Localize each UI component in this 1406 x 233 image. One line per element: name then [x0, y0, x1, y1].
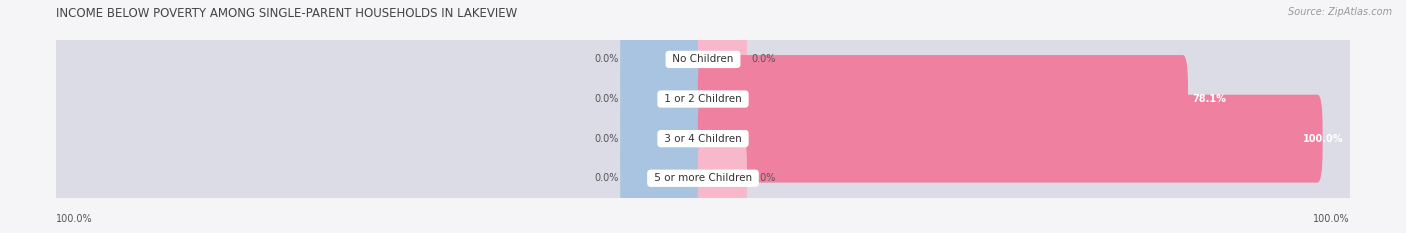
- FancyBboxPatch shape: [55, 55, 709, 143]
- FancyBboxPatch shape: [620, 15, 709, 103]
- Text: 5 or more Children: 5 or more Children: [651, 173, 755, 183]
- FancyBboxPatch shape: [55, 134, 709, 222]
- Text: 0.0%: 0.0%: [595, 55, 619, 64]
- FancyBboxPatch shape: [697, 134, 747, 222]
- FancyBboxPatch shape: [697, 15, 747, 103]
- Text: 78.1%: 78.1%: [1192, 94, 1226, 104]
- Text: 100.0%: 100.0%: [56, 214, 93, 224]
- FancyBboxPatch shape: [55, 95, 709, 183]
- FancyBboxPatch shape: [56, 85, 1350, 113]
- FancyBboxPatch shape: [697, 95, 1323, 183]
- Text: 0.0%: 0.0%: [752, 55, 776, 64]
- FancyBboxPatch shape: [702, 95, 1351, 183]
- FancyBboxPatch shape: [697, 55, 1188, 143]
- FancyBboxPatch shape: [55, 15, 709, 103]
- FancyBboxPatch shape: [702, 55, 1351, 143]
- Text: 0.0%: 0.0%: [595, 134, 619, 144]
- Text: 100.0%: 100.0%: [1313, 214, 1350, 224]
- FancyBboxPatch shape: [56, 164, 1350, 192]
- Text: 0.0%: 0.0%: [595, 94, 619, 104]
- FancyBboxPatch shape: [620, 134, 709, 222]
- FancyBboxPatch shape: [702, 15, 1351, 103]
- Text: 0.0%: 0.0%: [595, 173, 619, 183]
- Text: 1 or 2 Children: 1 or 2 Children: [661, 94, 745, 104]
- Text: Source: ZipAtlas.com: Source: ZipAtlas.com: [1288, 7, 1392, 17]
- Text: No Children: No Children: [669, 55, 737, 64]
- FancyBboxPatch shape: [56, 124, 1350, 153]
- FancyBboxPatch shape: [620, 55, 709, 143]
- FancyBboxPatch shape: [56, 45, 1350, 74]
- Text: INCOME BELOW POVERTY AMONG SINGLE-PARENT HOUSEHOLDS IN LAKEVIEW: INCOME BELOW POVERTY AMONG SINGLE-PARENT…: [56, 7, 517, 20]
- FancyBboxPatch shape: [702, 134, 1351, 222]
- FancyBboxPatch shape: [620, 95, 709, 183]
- Text: 0.0%: 0.0%: [752, 173, 776, 183]
- Text: 100.0%: 100.0%: [1303, 134, 1343, 144]
- Text: 3 or 4 Children: 3 or 4 Children: [661, 134, 745, 144]
